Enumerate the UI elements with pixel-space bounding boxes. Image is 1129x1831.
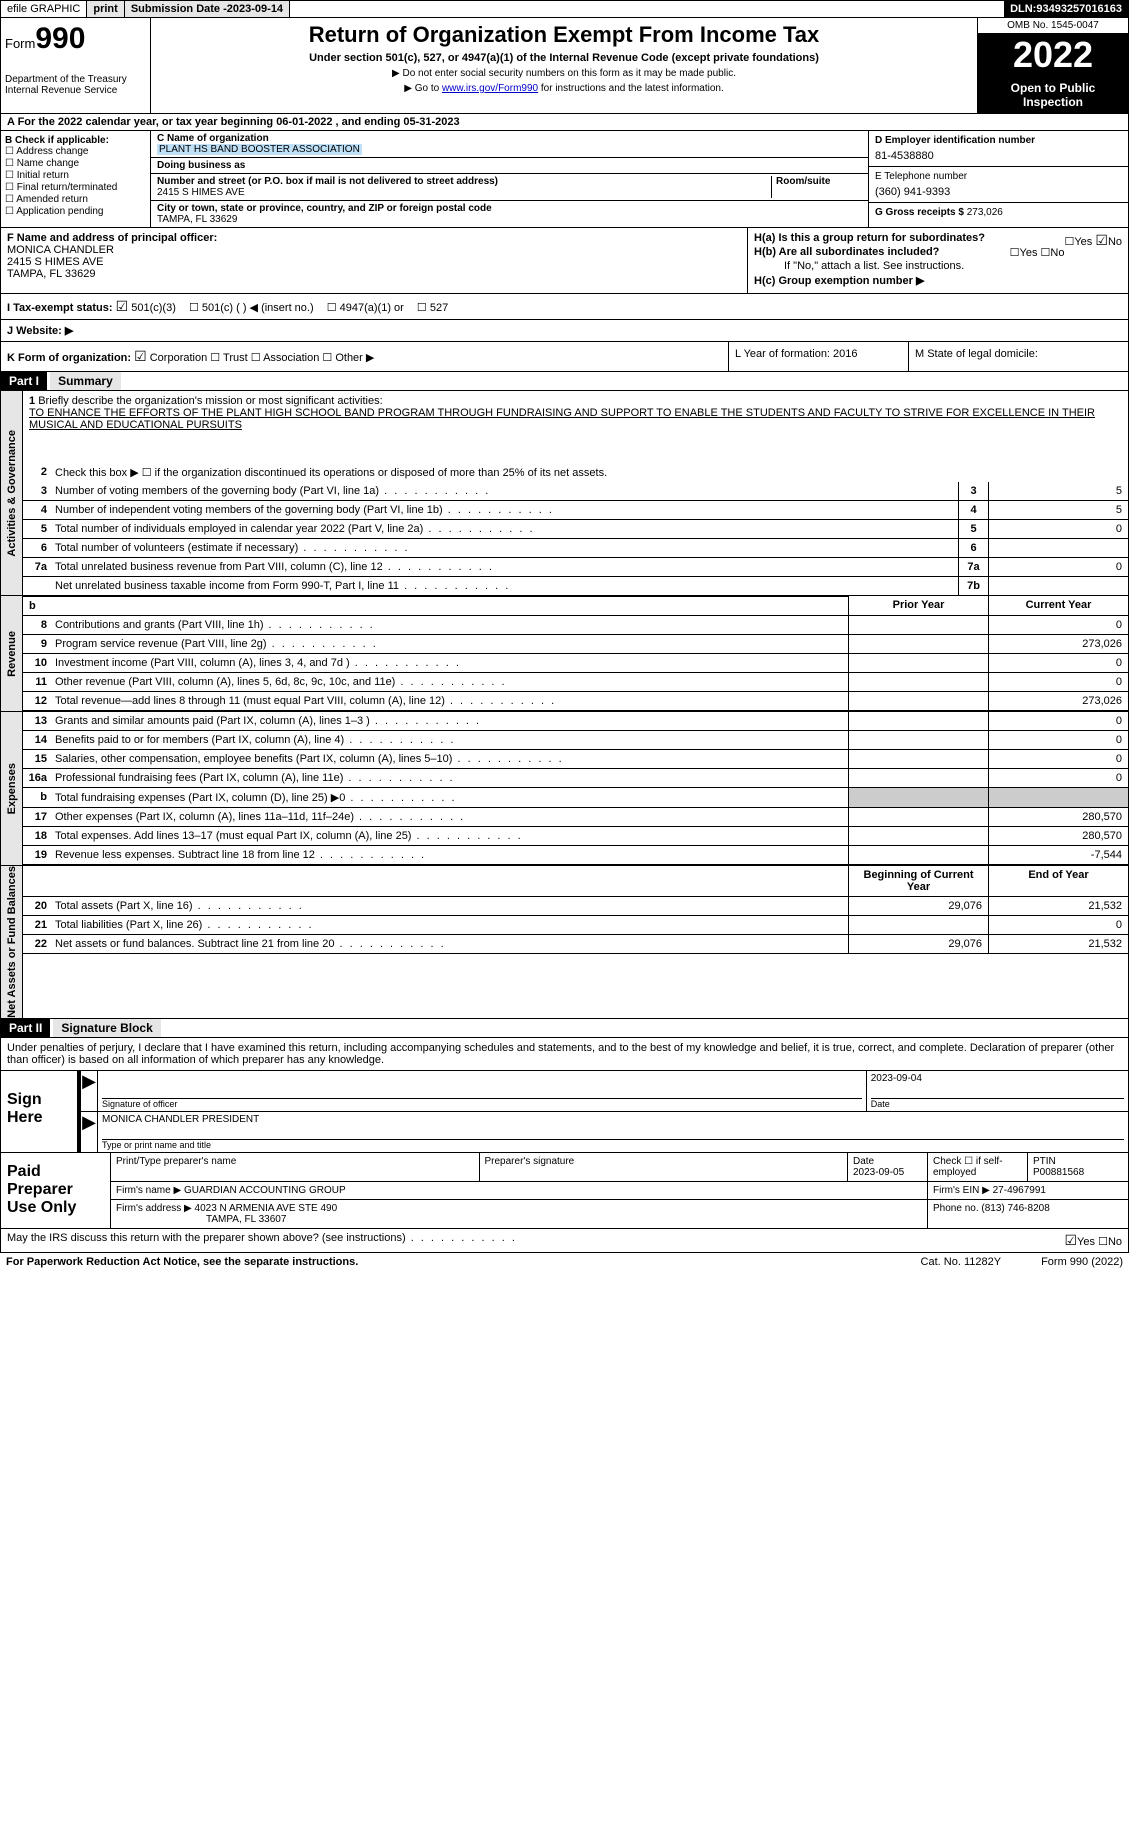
summary-line: 20 Total assets (Part X, line 16) 29,076… xyxy=(23,897,1128,916)
form-number-block: Form990 Department of the Treasury Inter… xyxy=(1,18,151,113)
paid-preparer-block: Paid Preparer Use Only Print/Type prepar… xyxy=(0,1153,1129,1229)
summary-line: 7a Total unrelated business revenue from… xyxy=(23,558,1128,577)
checkbox-final-return[interactable]: ☐ Final return/terminated xyxy=(5,182,146,193)
firm-address: 4023 N ARMENIA AVE STE 490 xyxy=(195,1203,338,1214)
perjury-statement: Under penalties of perjury, I declare th… xyxy=(0,1038,1129,1070)
firm-phone: (813) 746-8208 xyxy=(981,1203,1049,1214)
dln-cell: DLN: 93493257016163 xyxy=(1004,1,1128,17)
checkbox-other[interactable]: ☐ Other ▶ xyxy=(322,352,374,364)
firm-ein: 27-4967991 xyxy=(993,1185,1046,1196)
form-year-block: OMB No. 1545-0047 2022 Open to Public In… xyxy=(978,18,1128,113)
checkbox-name-change[interactable]: ☐ Name change xyxy=(5,158,146,169)
checkbox-corporation[interactable]: ☑ Corporation xyxy=(134,352,207,364)
checkbox-address-change[interactable]: ☐ Address change xyxy=(5,146,146,157)
checkbox-initial-return[interactable]: ☐ Initial return xyxy=(5,170,146,181)
form-of-org-row: K Form of organization: ☑ Corporation ☐ … xyxy=(1,342,1128,371)
signature-arrow-icon: ▶ xyxy=(81,1071,97,1111)
section-revenue: Revenue bPrior YearCurrent Year 8 Contri… xyxy=(0,596,1129,712)
form-header: Form990 Department of the Treasury Inter… xyxy=(0,18,1129,114)
ptin-value: P00881568 xyxy=(1033,1167,1084,1178)
state-domicile: M State of legal domicile: xyxy=(908,342,1128,371)
gross-receipts-value: 273,026 xyxy=(967,207,1003,218)
name-address-block: C Name of organization PLANT HS BAND BOO… xyxy=(151,131,868,227)
summary-line: 5 Total number of individuals employed i… xyxy=(23,520,1128,539)
summary-line: 6 Total number of volunteers (estimate i… xyxy=(23,539,1128,558)
summary-line: 17 Other expenses (Part IX, column (A), … xyxy=(23,808,1128,827)
summary-line: 3 Number of voting members of the govern… xyxy=(23,482,1128,501)
checkbox-association[interactable]: ☐ Association xyxy=(251,352,320,364)
summary-line: 15 Salaries, other compensation, employe… xyxy=(23,750,1128,769)
part2-header: Part II Signature Block xyxy=(0,1019,1129,1038)
submission-date-button[interactable]: Submission Date - 2023-09-14 xyxy=(125,1,290,17)
firm-name: GUARDIAN ACCOUNTING GROUP xyxy=(184,1185,346,1196)
dept-label: Department of the Treasury Internal Reve… xyxy=(5,74,146,96)
summary-line: 9 Program service revenue (Part VIII, li… xyxy=(23,635,1128,654)
ein-value: 81-4538880 xyxy=(875,150,1122,162)
form-footer: For Paperwork Reduction Act Notice, see … xyxy=(0,1253,1129,1271)
summary-line: 10 Investment income (Part VIII, column … xyxy=(23,654,1128,673)
tax-year-row: A For the 2022 calendar year, or tax yea… xyxy=(0,114,1129,131)
summary-line: 16a Professional fundraising fees (Part … xyxy=(23,769,1128,788)
signature-arrow-icon: ▶ xyxy=(81,1112,97,1152)
checkbox-trust[interactable]: ☐ Trust xyxy=(210,352,247,364)
website-row: J Website: ▶ xyxy=(1,320,1128,342)
part1-header: Part I Summary xyxy=(0,372,1129,391)
org-name-link[interactable]: PLANT HS BAND BOOSTER ASSOCIATION xyxy=(157,144,362,155)
ein-phone-block: D Employer identification number 81-4538… xyxy=(868,131,1128,227)
check-applicable: B Check if applicable: ☐ Address change … xyxy=(1,131,151,227)
summary-line: 19 Revenue less expenses. Subtract line … xyxy=(23,846,1128,865)
tax-exempt-status: I Tax-exempt status: ☑ 501(c)(3) ☐ 501(c… xyxy=(1,294,1128,319)
preparer-date: 2023-09-05 xyxy=(853,1167,904,1178)
summary-line: b Total fundraising expenses (Part IX, c… xyxy=(23,788,1128,808)
summary-line: Net unrelated business taxable income fr… xyxy=(23,577,1128,595)
year-formation: L Year of formation: 2016 xyxy=(728,342,908,371)
form-title-block: Return of Organization Exempt From Incom… xyxy=(151,18,978,113)
section-net-assets: Net Assets or Fund Balances Beginning of… xyxy=(0,866,1129,1019)
checkbox-application-pending[interactable]: ☐ Application pending xyxy=(5,206,146,217)
checkbox-501c[interactable]: ☐ 501(c) ( ) ◀ (insert no.) xyxy=(189,302,314,314)
principal-officer: F Name and address of principal officer:… xyxy=(1,228,748,293)
checkbox-501c3[interactable]: ☑ 501(c)(3) xyxy=(116,302,176,314)
officer-status-block: F Name and address of principal officer:… xyxy=(0,227,1129,372)
checkbox-4947[interactable]: ☐ 4947(a)(1) or xyxy=(327,302,404,314)
top-toolbar: efile GRAPHIC print Submission Date - 20… xyxy=(0,0,1129,18)
irs-link[interactable]: www.irs.gov/Form990 xyxy=(442,83,538,94)
group-return-block: H(a) Is this a group return for subordin… xyxy=(748,228,1128,293)
summary-line: 11 Other revenue (Part VIII, column (A),… xyxy=(23,673,1128,692)
summary-line: 22 Net assets or fund balances. Subtract… xyxy=(23,935,1128,954)
summary-line: 14 Benefits paid to or for members (Part… xyxy=(23,731,1128,750)
checkbox-527[interactable]: ☐ 527 xyxy=(417,302,448,314)
print-button[interactable]: print xyxy=(87,1,124,17)
irs-discuss-row: May the IRS discuss this return with the… xyxy=(0,1229,1129,1253)
officer-sign-date: 2023-09-04 xyxy=(871,1073,1124,1084)
org-info-block: B Check if applicable: ☐ Address change … xyxy=(0,131,1129,227)
summary-line: 4 Number of independent voting members o… xyxy=(23,501,1128,520)
section-expenses: Expenses 13 Grants and similar amounts p… xyxy=(0,712,1129,866)
summary-line: 13 Grants and similar amounts paid (Part… xyxy=(23,712,1128,731)
checkbox-amended[interactable]: ☐ Amended return xyxy=(5,194,146,205)
summary-line: 12 Total revenue—add lines 8 through 11 … xyxy=(23,692,1128,711)
section-activities-governance: Activities & Governance 1 Briefly descri… xyxy=(0,391,1129,596)
line-1-mission: 1 Briefly describe the organization's mi… xyxy=(23,391,1128,463)
sign-here-block: Sign Here ▶ Signature of officer 2023-09… xyxy=(0,1070,1129,1153)
summary-line: 21 Total liabilities (Part X, line 26) 0 xyxy=(23,916,1128,935)
summary-line: 8 Contributions and grants (Part VIII, l… xyxy=(23,616,1128,635)
efile-label: efile GRAPHIC xyxy=(1,1,87,17)
summary-line: 18 Total expenses. Add lines 13–17 (must… xyxy=(23,827,1128,846)
officer-name: MONICA CHANDLER PRESIDENT xyxy=(102,1114,1124,1125)
phone-value: (360) 941-9393 xyxy=(875,186,1122,198)
form-title: Return of Organization Exempt From Incom… xyxy=(155,22,973,48)
